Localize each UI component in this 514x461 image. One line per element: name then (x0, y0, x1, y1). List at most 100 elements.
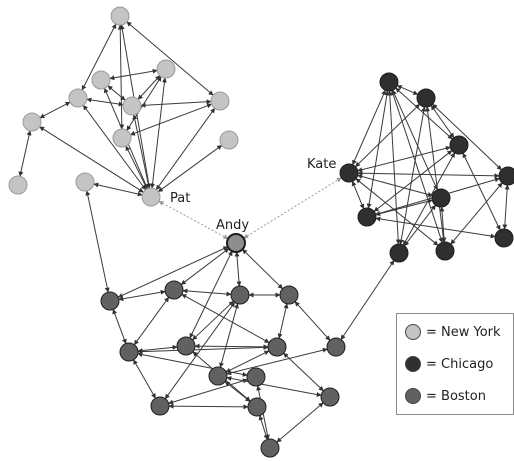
node-b12 (247, 397, 267, 417)
edge (129, 103, 213, 136)
edge (432, 103, 502, 171)
node-b13 (320, 387, 340, 407)
node-layer (8, 6, 514, 458)
bridge-edge (243, 177, 342, 239)
edge (224, 381, 251, 402)
node-ny7 (22, 112, 42, 132)
edge (137, 352, 248, 377)
edge (137, 75, 161, 100)
node-ny3 (156, 59, 176, 79)
node-b4 (279, 285, 299, 305)
node-b2 (164, 280, 184, 300)
edge (18, 130, 32, 177)
node-b9 (208, 366, 228, 386)
edge (258, 415, 269, 440)
legend-dot-boston (405, 388, 421, 404)
legend-label-new-york: = New York (426, 324, 501, 340)
edge (39, 101, 71, 119)
edge (276, 402, 324, 443)
edge (502, 184, 510, 230)
edge (85, 190, 110, 293)
edge (357, 170, 500, 179)
edge (86, 97, 124, 107)
node-ny8 (112, 128, 132, 148)
legend-item-new-york: = New York (405, 324, 501, 340)
legend-label-chicago: = Chicago (426, 356, 494, 372)
edge (155, 107, 216, 191)
edge (81, 23, 117, 91)
edge (168, 378, 248, 405)
edge (182, 288, 232, 297)
node-b6 (119, 342, 139, 362)
edge (450, 182, 503, 245)
edge (133, 359, 156, 399)
node-c6 (498, 166, 514, 186)
node-b10 (246, 367, 266, 387)
node-ny2 (91, 70, 111, 90)
node-c1 (379, 72, 399, 92)
edge (351, 180, 365, 210)
node-ny10 (8, 175, 28, 195)
node-b1 (100, 291, 120, 311)
node-b11 (150, 396, 170, 416)
edge (168, 403, 249, 410)
node-c4 (339, 163, 359, 183)
edge (112, 308, 127, 345)
legend-item-chicago: = Chicago (405, 356, 493, 372)
kate-label: Kate (307, 157, 336, 172)
edge (157, 144, 223, 193)
legend-dot-new-york (405, 324, 421, 340)
bridge-edge (158, 200, 229, 240)
edge (109, 68, 158, 81)
node-pat (141, 187, 161, 207)
node-c10 (494, 228, 514, 248)
node-ny1 (110, 6, 130, 26)
edge (219, 303, 239, 368)
node-b8 (326, 337, 346, 357)
legend: = New York = Chicago = Boston (396, 313, 514, 415)
node-b3 (230, 285, 250, 305)
node-andy (226, 233, 246, 253)
edge (133, 296, 170, 346)
edge (93, 182, 143, 197)
edge (118, 289, 166, 302)
node-c5 (431, 188, 451, 208)
node-b5 (176, 336, 196, 356)
edge (107, 85, 126, 101)
edge (294, 301, 331, 341)
node-c3 (449, 135, 469, 155)
node-ny9 (219, 130, 239, 150)
edge (340, 260, 395, 340)
edge (387, 90, 401, 245)
node-ny11 (75, 172, 95, 192)
andy-label: Andy (216, 218, 249, 233)
edge-layer (18, 21, 510, 443)
node-ny4 (68, 88, 88, 108)
edge (125, 145, 148, 190)
node-ny6 (210, 91, 230, 111)
node-b7 (267, 337, 287, 357)
edge (140, 99, 212, 108)
edge (404, 204, 436, 247)
node-b14 (260, 438, 280, 458)
edge (189, 250, 233, 339)
node-c8 (389, 243, 409, 263)
edge (234, 251, 242, 287)
edge (396, 85, 419, 95)
node-c2 (416, 88, 436, 108)
node-c9 (435, 241, 455, 261)
edge (150, 77, 167, 189)
legend-dot-chicago (405, 356, 421, 372)
node-ny5 (122, 96, 142, 116)
edge (194, 343, 269, 350)
edge (277, 303, 289, 339)
edge (242, 248, 283, 290)
node-c7 (357, 207, 377, 227)
edge (180, 248, 230, 285)
pat-label: Pat (170, 191, 190, 206)
edge (137, 344, 269, 355)
edge (181, 293, 270, 344)
legend-label-boston: = Boston (426, 388, 486, 404)
